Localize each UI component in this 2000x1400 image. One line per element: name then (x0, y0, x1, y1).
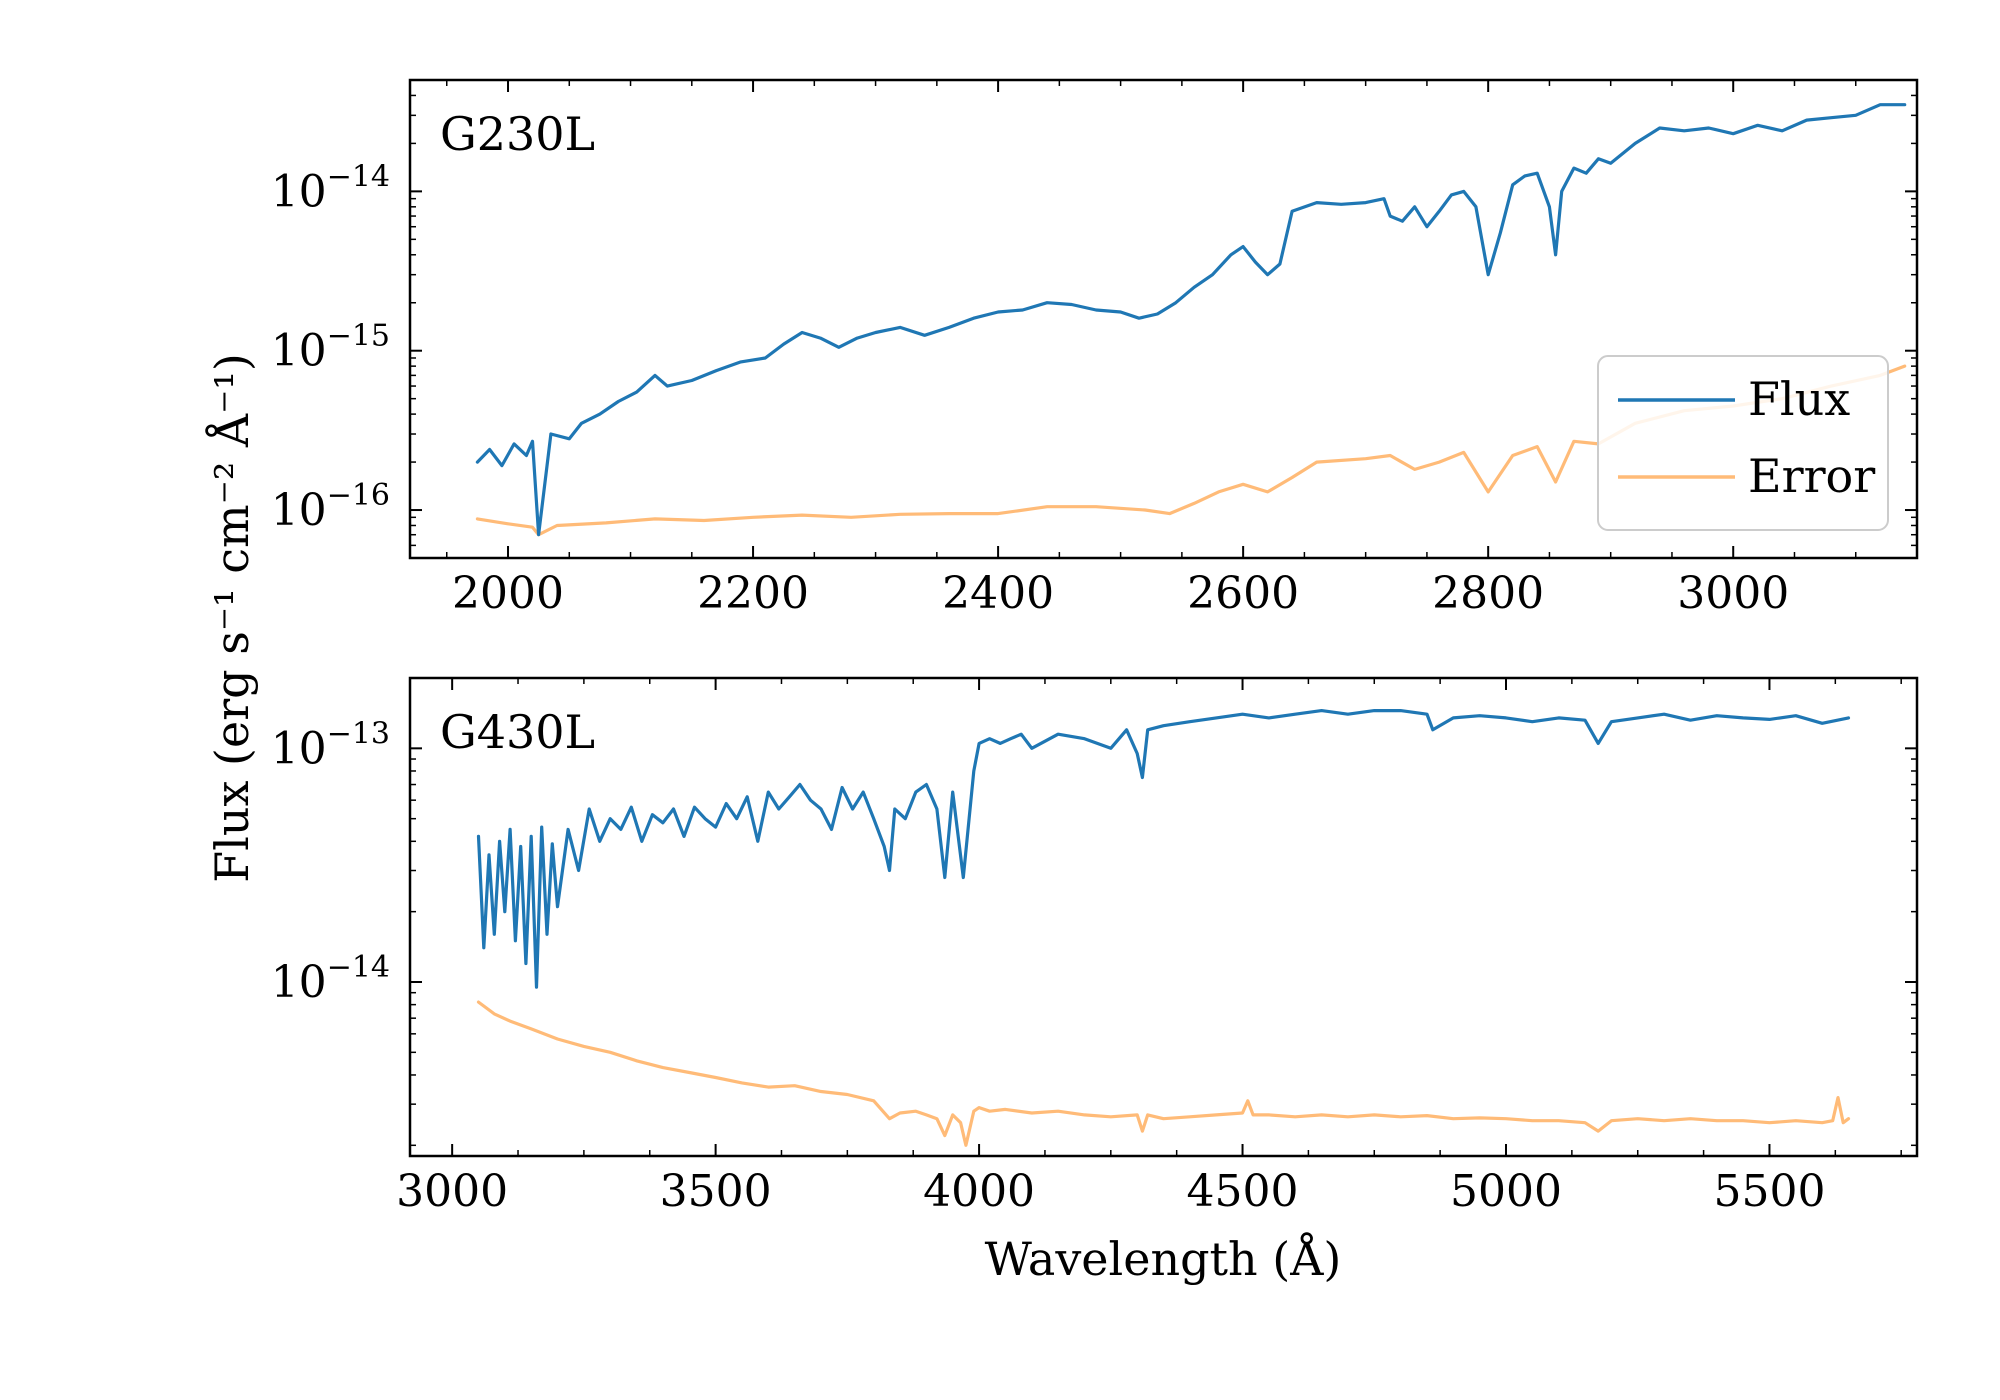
g230l-x-tick-label: 2400 (942, 568, 1054, 619)
g430l-x-tick-label: 3000 (396, 1166, 508, 1217)
g430l-error-line (476, 1000, 1851, 1147)
g430l-x-tick-label: 5000 (1450, 1166, 1562, 1217)
y-axis-title: Flux (erg s⁻¹ cm⁻² Å⁻¹) (204, 353, 259, 883)
g430l-panel-label: G430L (440, 705, 595, 759)
g230l-axes-frame (408, 78, 1919, 560)
g430l-flux-line (476, 708, 1851, 989)
g430l-x-tick-label: 4500 (1187, 1166, 1299, 1217)
g430l-x-tick-label: 3500 (660, 1166, 772, 1217)
panel-g230l: 2000 2200 2400 2600 2800 3000 10−1610−1510−14… (271, 78, 1919, 619)
g430l-y-minor-ticks (410, 677, 1917, 1147)
g230l-panel-label: G230L (440, 107, 595, 161)
x-axis-title: Wavelength (Å) (985, 1231, 1342, 1286)
g230l-x-tick-label: 2800 (1432, 568, 1544, 619)
g230l-flux-line (475, 103, 1907, 537)
g230l-x-ticks: 2000 2200 2400 2600 2800 3000 (446, 80, 1918, 619)
legend-flux-label: Flux (1748, 372, 1850, 426)
g430l-x-tick-label: 4000 (923, 1166, 1035, 1217)
g430l-series-layer (476, 708, 1851, 1147)
g230l-x-tick-label: 2000 (452, 568, 564, 619)
g230l-x-tick-label: 2200 (697, 568, 809, 619)
g230l-x-tick-label: 3000 (1677, 568, 1789, 619)
g430l-x-ticks: 3000 3500 4000 4500 5000 5500 (396, 678, 1902, 1217)
legend: Flux Error (1597, 355, 1889, 531)
g230l-y-minor-ticks (410, 79, 1917, 559)
g430l-x-tick-label: 5500 (1713, 1166, 1825, 1217)
g430l-axes-frame (408, 676, 1919, 1158)
g230l-x-tick-label: 2600 (1187, 568, 1299, 619)
legend-error-label: Error (1748, 449, 1875, 503)
